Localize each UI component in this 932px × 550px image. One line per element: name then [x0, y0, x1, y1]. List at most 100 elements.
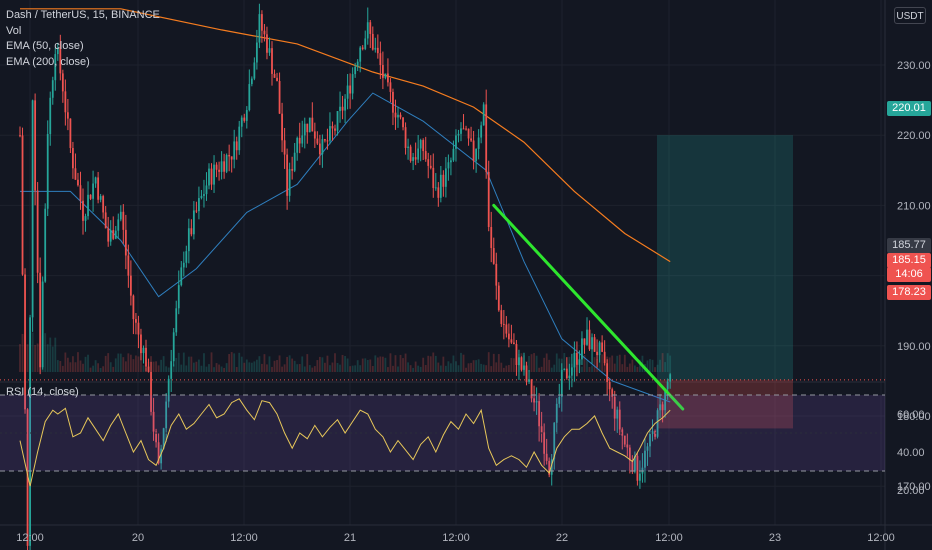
candle-body: [291, 169, 294, 171]
volume-bar: [200, 365, 203, 372]
candle-body: [568, 375, 571, 379]
volume-bar: [628, 363, 631, 372]
volume-bar: [394, 355, 397, 372]
candle-body: [271, 48, 273, 74]
candle-body: [457, 133, 460, 136]
volume-bar: [114, 358, 117, 372]
candle-body: [213, 164, 215, 185]
volume-bar: [220, 366, 223, 372]
ema200-label[interactable]: EMA (200, close): [6, 55, 90, 68]
volume-bar: [661, 353, 664, 372]
volume-bars: [19, 332, 672, 372]
candle-body: [434, 187, 437, 189]
candle-body: [608, 382, 611, 390]
volume-bar: [500, 362, 503, 372]
candle-body: [281, 113, 283, 141]
candle-body: [298, 137, 301, 144]
volume-bar: [633, 365, 636, 372]
candle-body: [387, 73, 389, 83]
time-tick-label: 12:00: [16, 532, 44, 544]
volume-bar: [104, 355, 107, 372]
volume-bar: [507, 365, 510, 372]
candle-body: [192, 210, 195, 235]
candle-body: [255, 42, 258, 63]
volume-bar: [331, 362, 334, 372]
currency-button[interactable]: USDT: [894, 7, 926, 24]
volume-bar: [452, 355, 455, 372]
candle-body: [253, 62, 256, 79]
volume-bar: [155, 361, 157, 372]
volume-bar: [140, 352, 142, 372]
candle-body: [636, 455, 639, 481]
volume-bar: [346, 358, 349, 372]
candle-body: [467, 128, 470, 139]
candle-body: [523, 365, 525, 370]
volume-bar: [49, 337, 52, 372]
candle-body: [82, 200, 84, 221]
candle-body: [601, 342, 604, 352]
candle-body: [195, 210, 198, 212]
volume-bar: [288, 355, 291, 372]
time-tick-label: 12:00: [867, 532, 895, 544]
time-tick-label: 12:00: [442, 532, 470, 544]
candle-body: [238, 126, 241, 151]
volume-bar: [540, 366, 543, 372]
candle-body: [427, 159, 430, 166]
volume-bar: [538, 367, 541, 372]
volume-bar: [558, 358, 561, 372]
candle-body: [122, 211, 125, 230]
volume-bar: [109, 362, 112, 372]
volume-bar: [490, 366, 493, 372]
volume-bar: [434, 355, 437, 372]
ema200-path: [20, 8, 671, 263]
candle-body: [175, 308, 178, 333]
volume-bar: [192, 362, 195, 372]
volume-bar: [472, 360, 475, 372]
volume-bar: [316, 360, 319, 372]
candle-body: [520, 357, 523, 370]
volume-bar: [321, 357, 324, 372]
candle-body: [97, 177, 100, 200]
volume-bar: [414, 361, 417, 372]
candle-body: [649, 434, 651, 447]
volume-bar: [477, 359, 480, 372]
candle-body: [455, 135, 457, 149]
candle-body: [487, 171, 490, 228]
volume-bar: [74, 362, 77, 372]
candle-body: [74, 168, 77, 180]
volume-bar: [528, 355, 530, 372]
ema50-label[interactable]: EMA (50, close): [6, 40, 84, 52]
symbol-label[interactable]: Dash / TetherUS, 15, BINANCE: [6, 9, 160, 21]
vol-label[interactable]: Vol: [6, 24, 22, 37]
rsi-label[interactable]: RSI (14, close): [6, 386, 79, 398]
candle-body: [240, 117, 243, 127]
candle-body: [308, 117, 311, 133]
candle-body: [72, 148, 74, 169]
long-position-tool[interactable]: [0, 135, 885, 429]
candle-body: [124, 229, 127, 256]
candle-body: [258, 14, 261, 43]
volume-bar: [543, 357, 546, 372]
trendline[interactable]: [492, 203, 685, 411]
candle-body: [583, 338, 586, 345]
volume-bar: [429, 356, 432, 372]
candle-body: [374, 47, 377, 50]
volume-bar: [399, 354, 402, 372]
candle-body: [397, 114, 399, 118]
candle-body: [613, 396, 616, 419]
candle-body: [515, 343, 518, 366]
rsi-band: [0, 395, 885, 471]
candle-body: [210, 168, 213, 185]
candle-body: [626, 444, 629, 448]
volume-bar: [175, 357, 178, 372]
volume-bar: [457, 365, 460, 372]
candle-body: [480, 125, 483, 138]
candle-body: [439, 174, 442, 198]
volume-bar: [381, 356, 384, 372]
candle-body: [24, 274, 26, 410]
volume-bar: [283, 364, 286, 372]
volume-bar: [313, 366, 316, 372]
volume-bar: [261, 363, 263, 372]
candle-body: [505, 324, 508, 334]
